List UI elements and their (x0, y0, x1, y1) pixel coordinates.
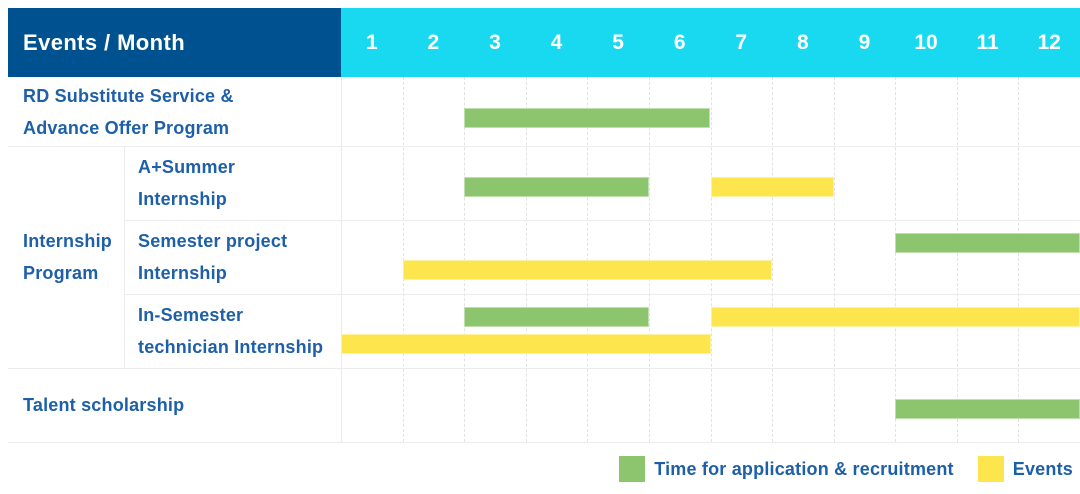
row-label-line: Semester project (138, 231, 288, 251)
month-label: 8 (796, 30, 809, 54)
month-label: 9 (858, 30, 871, 54)
row-label-line: A+Summer (138, 157, 236, 177)
row-separator (8, 442, 1080, 443)
legend-swatch-application (619, 456, 646, 482)
task-bar-application (895, 399, 1080, 419)
grid-line (895, 77, 897, 442)
row-label-line: Advance Offer Program (23, 117, 230, 138)
month-label: 4 (550, 30, 563, 54)
grid-line (1018, 77, 1020, 442)
row-label-line: technician Internship (138, 337, 324, 357)
legend-item: Time for application & recruitment (619, 456, 954, 482)
task-bar-event (341, 334, 711, 354)
month-label: 2 (427, 30, 440, 54)
legend-item: Events (977, 456, 1073, 482)
grid-line (956, 77, 958, 442)
task-bar-application (464, 307, 649, 327)
grid-line (710, 77, 712, 442)
row-label-line: In-Semester (138, 305, 244, 325)
month-header-strip: 1 2 3 4 5 6 7 8 9 10 11 12 (341, 8, 1080, 77)
grid-line (587, 77, 589, 442)
group-label-line: Program (23, 263, 99, 283)
group-label: Internship Program (23, 146, 124, 368)
corner-header-label: Events / Month (23, 29, 186, 55)
grid-line (402, 77, 404, 442)
row-separator (124, 294, 1080, 295)
row-label-line: Internship (138, 263, 228, 283)
row-label-line: RD Substitute Service & (23, 85, 234, 106)
task-bar-event (710, 307, 1080, 327)
row-separator (124, 220, 1080, 221)
month-label: 7 (735, 30, 748, 54)
month-label: 5 (612, 30, 624, 54)
grid-line (525, 77, 527, 442)
grid-line (772, 77, 774, 442)
month-label: 6 (673, 30, 686, 54)
row-label: A+Summer Internship (138, 146, 337, 220)
group-divider (124, 146, 125, 368)
row-separator (8, 368, 1080, 369)
task-bar-event (402, 260, 773, 280)
row-label: In-Semester technician Internship (138, 294, 337, 368)
month-label: 12 (1037, 30, 1061, 54)
legend-label: Events (1012, 458, 1073, 479)
legend: Time for application & recruitment Events (619, 454, 1073, 484)
events-month-table: Events / Month 1 2 3 4 5 6 7 8 9 10 11 12 Internshi… (8, 8, 1080, 443)
grid-line (341, 77, 342, 442)
row-label: RD Substitute Service & Advance Offer Pro… (23, 77, 337, 146)
legend-label: Time for application & recruitment (654, 458, 954, 479)
month-label: 11 (976, 30, 999, 54)
legend-swatch-event (977, 456, 1004, 482)
grid-line (833, 77, 835, 442)
grid-line (464, 77, 466, 442)
month-label: 3 (489, 30, 501, 54)
month-label: 10 (914, 30, 938, 54)
grid-line (648, 77, 650, 442)
task-bar-application (895, 233, 1080, 253)
row-label: Talent scholarship (23, 368, 337, 442)
row-label-line: Internship (138, 189, 228, 209)
month-label: 1 (365, 30, 378, 54)
row-label-line: Talent scholarship (23, 395, 185, 415)
task-bar-application (464, 177, 649, 197)
task-bar-application (464, 108, 711, 128)
task-bar-event (710, 177, 834, 197)
group-label-line: Internship (23, 231, 113, 251)
gantt-body: Internship Program RD Substitute Service &… (8, 77, 1080, 443)
row-label: Semester project Internship (138, 220, 337, 294)
row-separator (8, 146, 1080, 147)
table-corner-header: Events / Month (8, 8, 341, 77)
